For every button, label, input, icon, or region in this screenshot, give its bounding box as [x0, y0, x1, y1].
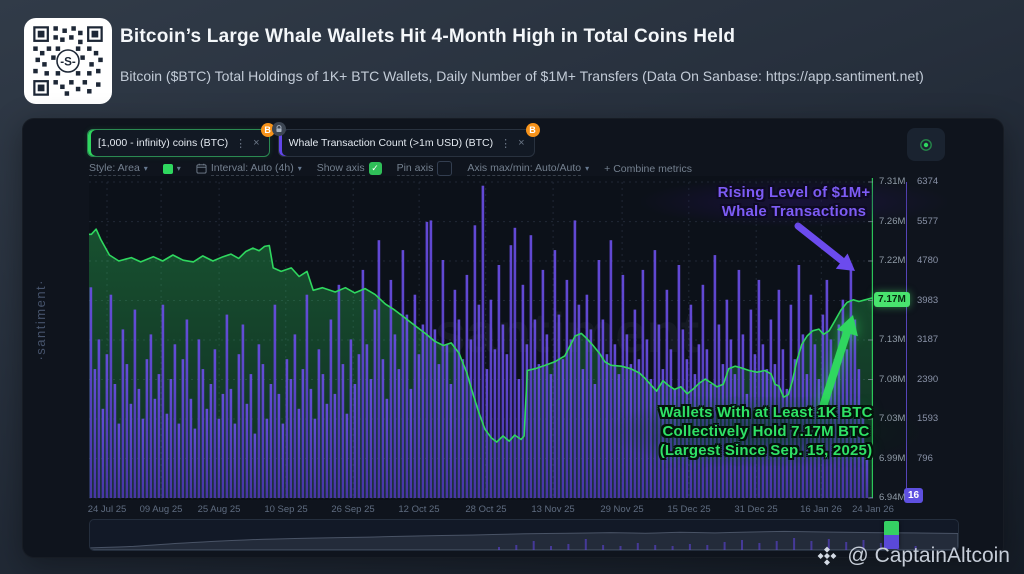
- chevron-down-icon: ▾: [585, 164, 590, 173]
- green-axis-tick-label: 7.13M: [879, 334, 906, 345]
- show-axis-toggle[interactable]: Show axis ✓: [316, 162, 382, 176]
- axis-maxmin-dropdown[interactable]: Axis max/min: Auto/Auto ▾: [467, 161, 590, 176]
- binance-diamond-icon: [818, 546, 837, 566]
- checkbox-checked[interactable]: ✓: [368, 162, 382, 175]
- x-axis-label: 16 Jan 26: [800, 504, 842, 515]
- bitcoin-badge-icon: B: [260, 123, 275, 137]
- tab-label: [1,000 - infinity) coins (BTC): [98, 137, 229, 149]
- x-axis-label: 28 Oct 25: [465, 504, 507, 515]
- main-chart[interactable]: santiment: [89, 176, 873, 500]
- x-axis-label: 24 Jul 25: [87, 504, 127, 515]
- page-title: Bitcoin’s Large Whale Wallets Hit 4-Mont…: [120, 26, 736, 47]
- timeline-minimap[interactable]: [89, 519, 959, 551]
- purple-axis-tick-label: 796: [917, 453, 933, 464]
- tab-menu-icon[interactable]: ⋮: [235, 137, 247, 150]
- purple-axis-tick-label: 2390: [917, 374, 939, 385]
- tab-menu-icon[interactable]: ⋮: [500, 137, 512, 150]
- interval-dropdown[interactable]: Interval: Auto (4h) ▾: [196, 162, 302, 176]
- green-axis-tick-label: 7.31M: [879, 176, 906, 187]
- x-axis-label: 29 Nov 25: [600, 504, 644, 515]
- metric-tabs: [1,000 - infinity) coins (BTC) ⋮ × B Wha…: [87, 122, 540, 157]
- santiment-qr-code: -S-: [24, 18, 112, 104]
- tab-label: Whale Transaction Count (>1m USD) (BTC): [288, 137, 494, 149]
- calendar-icon: [196, 163, 207, 174]
- santiment-side-brand: ·santiment·: [33, 279, 48, 361]
- qr-pattern: -S-: [31, 24, 105, 98]
- green-axis-tick-label: 6.94M: [879, 492, 906, 503]
- bitcoin-badge-icon: B: [525, 123, 540, 137]
- chevron-down-icon: ▾: [176, 164, 181, 173]
- close-icon[interactable]: ×: [253, 137, 260, 149]
- combine-metrics-button[interactable]: + Combine metrics: [604, 162, 692, 175]
- x-axis-label: 31 Dec 25: [734, 504, 778, 515]
- color-dropdown[interactable]: ▾: [162, 163, 181, 174]
- purple-axis-tick-label: 3983: [917, 295, 939, 306]
- target-icon: [920, 138, 932, 151]
- chart-toolbar: Style: Area ▾ ▾ Interval: Auto (4h) ▾ Sh…: [89, 161, 692, 176]
- green-axis-tick-label: 7.22M: [879, 255, 906, 266]
- green-axis-tick-label: 7.03M: [879, 413, 906, 424]
- green-axis-tick-label: 6.99M: [879, 453, 906, 464]
- svg-text:-S-: -S-: [60, 55, 76, 68]
- x-axis-label: 12 Oct 25: [398, 504, 440, 515]
- lock-icon: [271, 122, 286, 136]
- close-icon[interactable]: ×: [518, 137, 525, 149]
- x-axis-label: 26 Sep 25: [331, 504, 375, 515]
- color-swatch: [162, 163, 173, 174]
- minimap-range-handle[interactable]: [884, 521, 899, 549]
- captainaltcoin-watermark: @ CaptainAltcoin: [815, 544, 1010, 568]
- purple-axis-tick-label: 4780: [917, 255, 939, 266]
- current-value-badge-purple: 16: [904, 488, 924, 503]
- x-axis-label: 25 Aug 25: [197, 504, 241, 515]
- watermark-handle: @ CaptainAltcoin: [847, 544, 1010, 567]
- style-dropdown[interactable]: Style: Area ▾: [89, 161, 148, 176]
- chevron-down-icon: ▾: [297, 164, 302, 173]
- chart-settings-button[interactable]: [907, 128, 945, 161]
- green-axis-tick-label: 7.08M: [879, 374, 906, 385]
- chart-panel: ·santiment· [1,000 - infinity) coins (BT…: [22, 118, 1004, 558]
- x-axis-label: 09 Aug 25: [139, 504, 183, 515]
- chevron-down-icon: ▾: [143, 164, 148, 173]
- x-axis-label: 10 Sep 25: [264, 504, 308, 515]
- purple-axis-tick-label: 3187: [917, 334, 939, 345]
- purple-axis-line: [906, 182, 907, 498]
- page-subtitle: Bitcoin ($BTC) Total Holdings of 1K+ BTC…: [120, 68, 924, 84]
- purple-axis-tick-label: 5577: [917, 216, 939, 227]
- checkbox-unchecked[interactable]: [437, 161, 453, 176]
- current-value-badge-green: 7.17M: [874, 292, 910, 307]
- purple-axis-tick-label: 6374: [917, 176, 939, 187]
- x-axis-label: 13 Nov 25: [531, 504, 575, 515]
- x-axis-label: 24 Jan 26: [852, 504, 894, 515]
- tab-whale-transactions-metric[interactable]: Whale Transaction Count (>1m USD) (BTC) …: [271, 122, 540, 157]
- x-axis-label: 15 Dec 25: [667, 504, 711, 515]
- purple-axis-tick-label: 1593: [917, 413, 939, 424]
- pin-axis-toggle[interactable]: Pin axis: [396, 161, 453, 176]
- tab-holdings-metric[interactable]: [1,000 - infinity) coins (BTC) ⋮ × B: [87, 123, 275, 157]
- green-axis-tick-label: 7.26M: [879, 216, 906, 227]
